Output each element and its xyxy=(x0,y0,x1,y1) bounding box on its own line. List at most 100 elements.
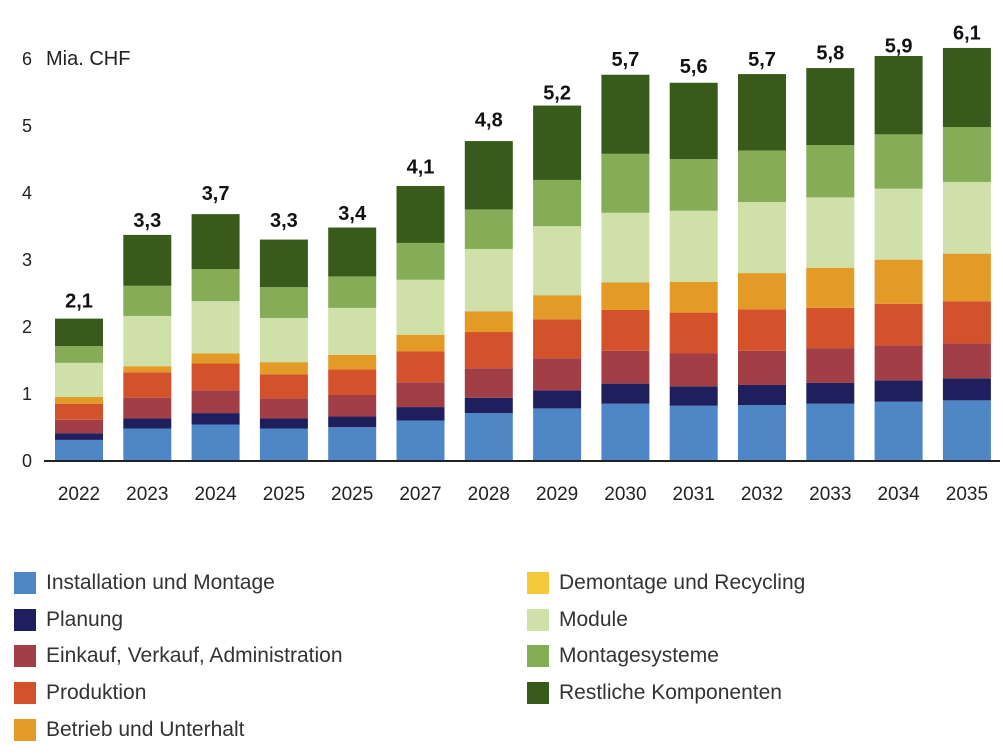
bar-segment xyxy=(738,309,786,351)
bar-segment xyxy=(464,209,513,249)
bar-segment xyxy=(669,159,718,211)
bar-segment xyxy=(328,276,377,308)
legend-label: Installation und Montage xyxy=(46,571,275,594)
bar-segment xyxy=(259,362,308,375)
bar-segment xyxy=(464,141,513,210)
bar-segment xyxy=(601,153,650,213)
bar-segment xyxy=(533,295,582,320)
legend-label: Planung xyxy=(46,607,124,631)
x-tick-label: 2031 xyxy=(673,484,715,505)
bar-segment xyxy=(942,127,991,182)
bar-segment xyxy=(669,210,718,282)
legend-item: Installation und Montage xyxy=(14,568,275,598)
legend-item: Produktion xyxy=(14,678,146,708)
bar-segment xyxy=(55,346,103,363)
total-value-label: 3,3 xyxy=(270,210,298,232)
legend-label: Produktion xyxy=(46,681,147,705)
bar-segment xyxy=(669,281,718,313)
bar-segment xyxy=(464,248,513,312)
x-tick-label: 2022 xyxy=(58,484,100,505)
chart-area: 0 1 2 3 4 5 6 Mia. CHF 2,1 2022 3,3 2023 3,7 2024 3,3 2… xyxy=(22,22,1000,505)
legend-item: Module xyxy=(527,605,628,635)
bar-segment xyxy=(601,212,650,283)
y-tick-label: 5 xyxy=(22,116,32,136)
bar-segment xyxy=(601,383,650,404)
bar-segment xyxy=(464,397,513,414)
bar-segment xyxy=(55,397,103,404)
bar-segment xyxy=(396,185,445,243)
bar-segment xyxy=(806,307,855,349)
bar-segment xyxy=(55,318,103,347)
x-tick-label: 2025 xyxy=(331,484,373,505)
x-tick-label: 2032 xyxy=(741,484,783,505)
legend-swatch xyxy=(14,608,36,631)
bar-segment xyxy=(396,420,445,460)
bar-segment xyxy=(396,351,445,383)
bar-segment xyxy=(601,282,650,310)
bar-segment xyxy=(806,348,855,383)
bar-segment xyxy=(601,350,650,384)
legend-swatch xyxy=(527,682,549,705)
bar-segment xyxy=(942,400,991,460)
legend-item: Einkauf, Verkauf, Administration xyxy=(14,641,343,671)
bar-segment xyxy=(806,197,855,268)
legend-swatch xyxy=(14,718,36,741)
bar-segment xyxy=(396,279,445,335)
legend-swatch xyxy=(527,645,549,668)
bar-segment xyxy=(533,408,582,460)
legend-label: Module xyxy=(559,607,628,631)
bar-segment xyxy=(328,307,377,355)
total-value-label: 5,7 xyxy=(611,49,639,71)
legend-swatch xyxy=(14,572,36,594)
bar-segment xyxy=(191,353,240,364)
bar-segment xyxy=(533,390,582,409)
bar-segment xyxy=(942,47,991,128)
bar-segment xyxy=(191,301,240,354)
bar-segment xyxy=(601,309,650,351)
x-tick-label: 2023 xyxy=(126,484,168,505)
bar-segment xyxy=(123,234,172,286)
bar-segment xyxy=(738,273,786,310)
bar-segment xyxy=(874,303,923,346)
y-tick-label: 2 xyxy=(22,317,32,337)
bar-segment xyxy=(669,312,718,354)
bar-segment xyxy=(942,181,991,254)
bar-segment xyxy=(942,253,991,302)
total-value-label: 3,7 xyxy=(202,183,230,205)
bar-segment xyxy=(123,372,172,398)
total-value-label: 2,1 xyxy=(65,290,93,312)
bar-segment xyxy=(669,353,718,387)
stacked-bar-chart: 0 1 2 3 4 5 6 Mia. CHF 2,1 2022 3,3 2023 3,7 2024 3,3 2… xyxy=(22,22,1000,505)
bar-segment xyxy=(123,285,172,316)
bar-segment xyxy=(669,405,718,460)
bar-segment xyxy=(123,315,172,367)
legend-label: Einkauf, Verkauf, Administration xyxy=(46,644,343,668)
bar-segment xyxy=(55,439,103,460)
legend-item: Montagesysteme xyxy=(527,641,719,671)
bar-segment xyxy=(191,413,240,425)
total-value-label: 3,3 xyxy=(133,210,161,232)
bar-segment xyxy=(328,227,377,277)
total-value-label: 5,2 xyxy=(543,83,571,105)
x-tick-label: 2027 xyxy=(399,484,441,505)
bar-segment xyxy=(259,317,308,363)
bar-segment xyxy=(55,419,103,434)
total-value-label: 5,8 xyxy=(816,42,844,64)
bar-segment xyxy=(396,407,445,421)
bar-segment xyxy=(874,380,923,402)
legend-swatch xyxy=(14,682,36,705)
bar-segment xyxy=(55,362,103,398)
bar-segment xyxy=(396,334,445,352)
bar-segment xyxy=(191,424,240,460)
x-tick-label: 2025 xyxy=(263,484,305,505)
bar-segment xyxy=(396,242,445,280)
bar-segment xyxy=(942,378,991,401)
legend-swatch xyxy=(14,645,36,668)
x-tick-label: 2024 xyxy=(194,484,237,505)
legend-item: Restliche Komponenten xyxy=(527,678,782,708)
bar-segment xyxy=(259,287,308,318)
total-value-label: 4,1 xyxy=(407,156,435,178)
bar-segment xyxy=(259,428,308,460)
bar-segment xyxy=(533,226,582,296)
bar-segment xyxy=(806,145,855,198)
